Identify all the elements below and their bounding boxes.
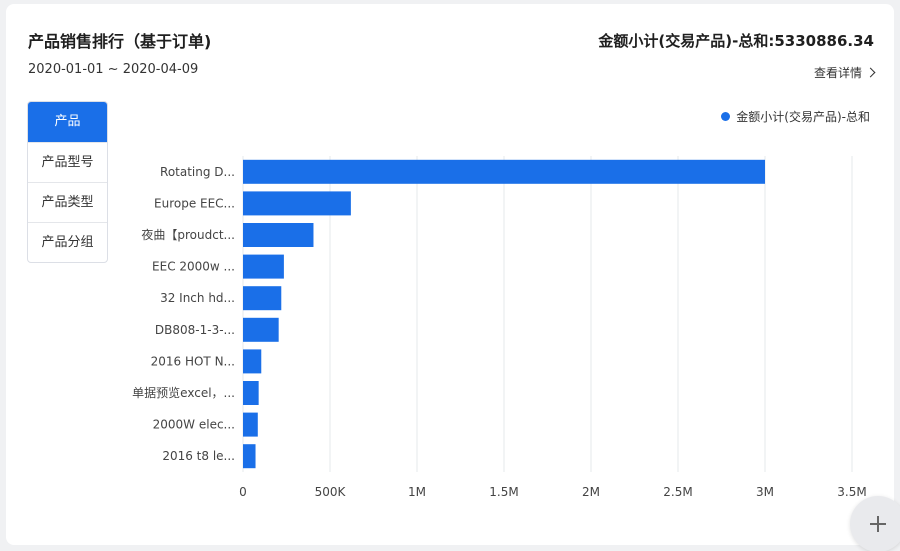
bar[interactable] [243,349,262,374]
category-label: Rotating D... [160,165,235,179]
date-range: 2020-01-01 ~ 2020-04-09 [28,62,199,77]
dimension-tabs: 产品 产品型号 产品类型 产品分组 [27,101,108,263]
category-label: 2016 HOT N... [151,354,235,368]
tab-product[interactable]: 产品 [28,102,107,142]
x-tick-label: 2.5M [663,485,692,499]
chart-legend[interactable]: 金额小计(交易产品)-总和 [721,108,870,125]
x-tick-label: 3.5M [837,485,866,499]
x-tick-label: 0 [239,485,247,499]
tab-product-group[interactable]: 产品分组 [28,222,107,262]
bar[interactable] [243,381,259,405]
chart-title: 产品销售排行（基于订单) [28,32,212,51]
category-label: Europe EEC... [154,196,235,210]
bar[interactable] [243,191,351,216]
category-label: 32 Inch hd... [160,291,235,305]
add-button[interactable] [850,496,900,551]
category-label: DB808-1-3-... [155,323,235,337]
bar[interactable] [243,444,256,469]
view-details-label: 查看详情 [813,66,862,80]
x-tick-label: 2M [582,485,600,499]
bar[interactable] [243,159,765,184]
category-label: 2000W elec... [153,418,235,432]
x-tick-label: 3M [756,485,774,499]
category-label: 2016 t8 le... [162,449,235,463]
bar[interactable] [243,223,314,247]
category-label: 夜曲【proudct... [141,227,235,242]
bar-chart: 0 500K 1M 1.5M 2M 2.5M 3M 3.5M Rotating D... Euro… [132,156,867,499]
x-tick-label: 1M [408,485,426,499]
bar[interactable] [243,286,282,311]
category-label: 单据预览excel，... [132,385,235,400]
category-label: EEC 2000w ... [152,260,235,274]
x-tick-label: 1.5M [489,485,518,499]
x-tick-label: 500K [315,485,347,499]
summary-total: 金额小计(交易产品)-总和:5330886.34 [598,32,874,50]
view-details-link[interactable]: 查看详情 [813,64,876,81]
bar[interactable] [243,317,279,342]
plus-icon-stroke [877,516,879,532]
tab-product-type[interactable]: 产品类型 [28,182,107,222]
chart-card: 产品销售排行（基于订单) 2020-01-01 ~ 2020-04-09 金额小… [6,4,894,545]
legend-label: 金额小计(交易产品)-总和 [736,110,870,124]
tab-product-model[interactable]: 产品型号 [28,142,107,182]
bar[interactable] [243,412,258,437]
bar[interactable] [243,254,284,279]
legend-dot-icon [721,112,731,121]
